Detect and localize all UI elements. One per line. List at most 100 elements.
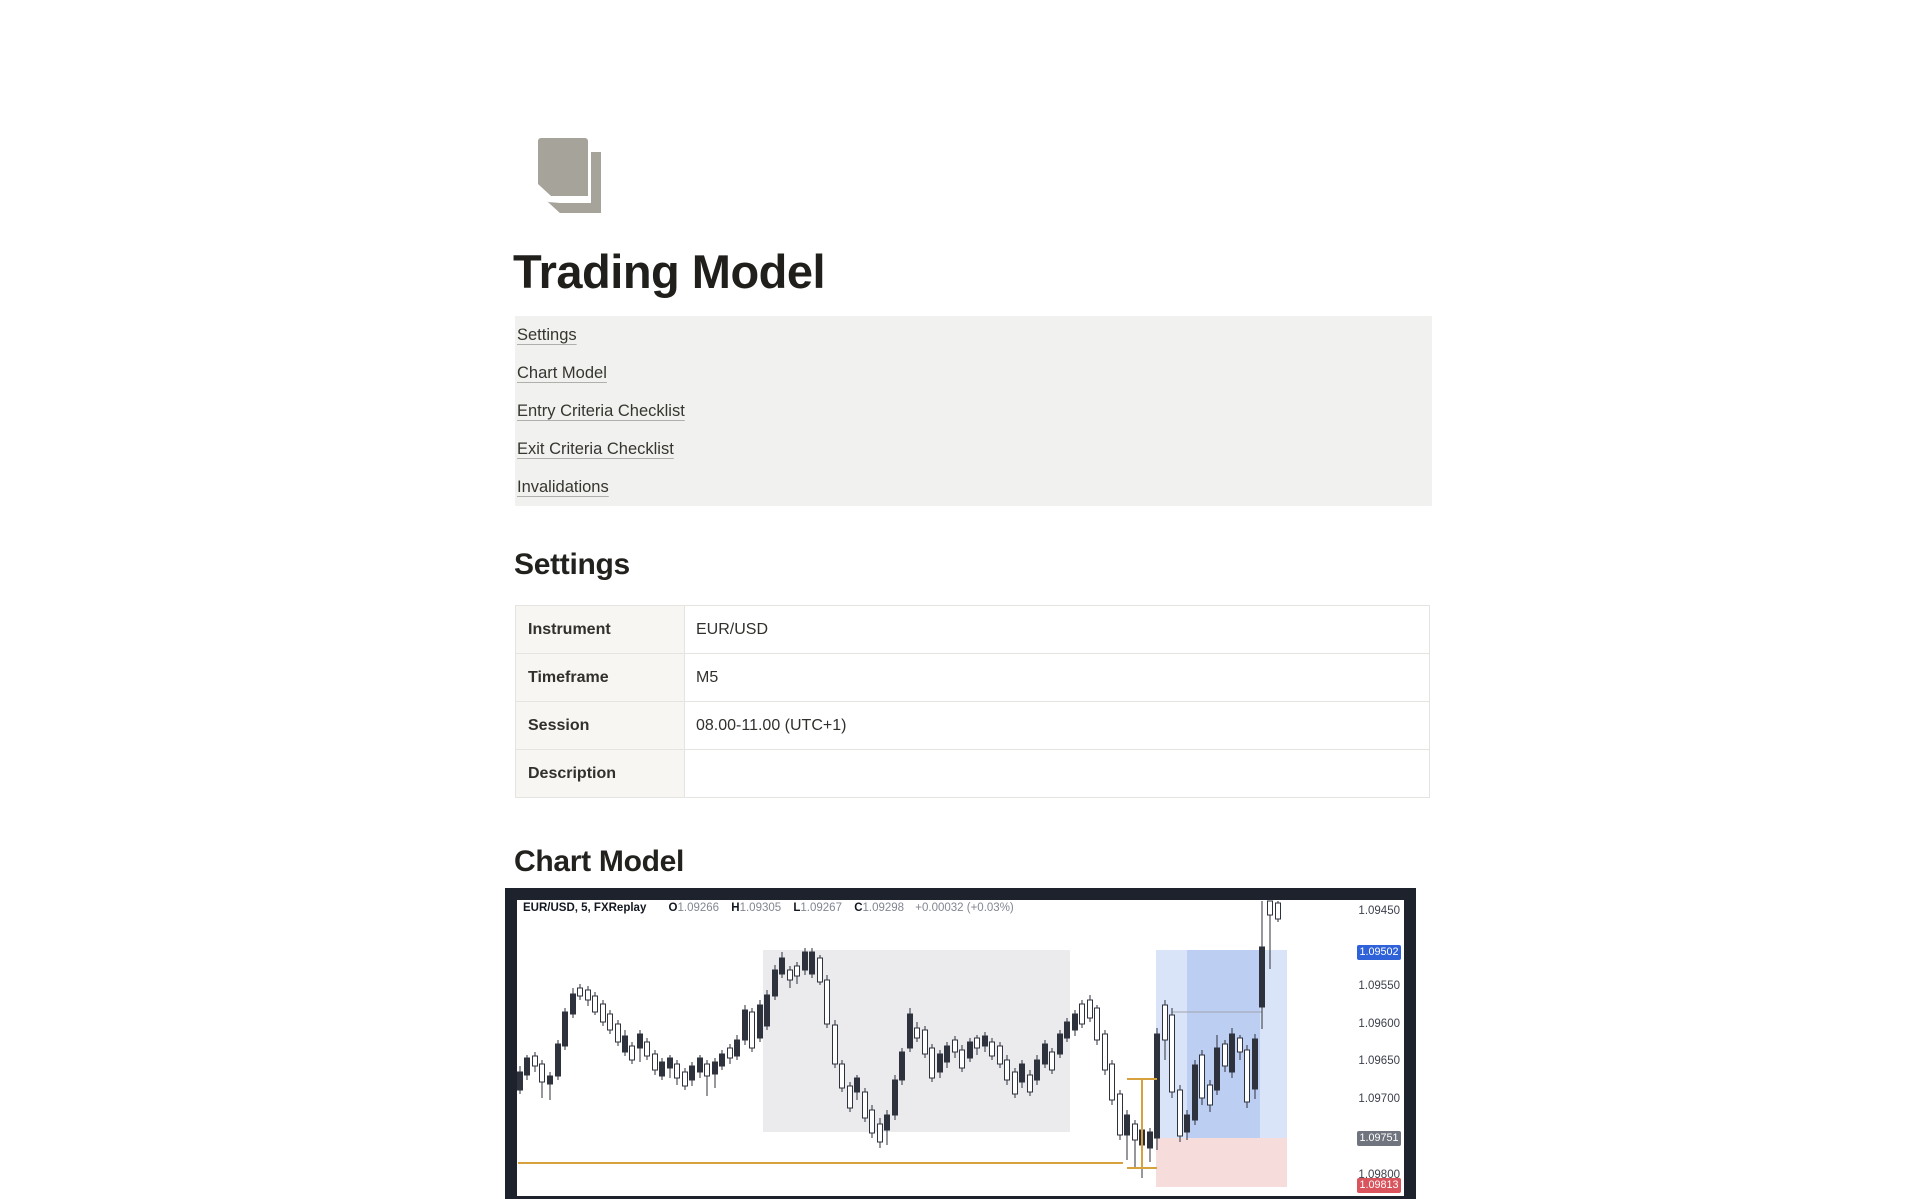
toc-item-exit-criteria[interactable]: Exit Criteria Checklist <box>517 439 674 458</box>
row-label-timeframe[interactable]: Timeframe <box>515 653 685 702</box>
close-label: C <box>854 902 863 914</box>
candle-down <box>1229 1033 1235 1073</box>
candlestick-chart <box>517 900 1287 1187</box>
table-row: Session 08.00-11.00 (UTC+1) <box>515 701 1430 750</box>
candle-down <box>1034 1059 1040 1081</box>
candle-down <box>712 1061 718 1075</box>
row-value-description[interactable] <box>684 749 1430 798</box>
low-label: L <box>793 902 801 914</box>
candle-up <box>1109 1063 1115 1101</box>
candle-up <box>869 1109 875 1134</box>
candle-up <box>1027 1074 1033 1093</box>
change-value: +0.00032 (+0.03%) <box>915 902 1014 914</box>
candle-up <box>832 1024 838 1065</box>
table-of-contents: Settings Chart Model Entry Criteria Chec… <box>515 316 1432 506</box>
candle-up <box>1079 1003 1085 1025</box>
price-badge: 1.09813 <box>1357 1177 1401 1193</box>
candle-up <box>577 987 583 997</box>
candle-up <box>600 1003 606 1023</box>
candle-up <box>1237 1037 1243 1053</box>
row-label-description[interactable]: Description <box>515 749 685 798</box>
row-label-session[interactable]: Session <box>515 701 685 750</box>
low-value: 1.09267 <box>800 902 842 914</box>
candle-down <box>667 1057 673 1069</box>
candle-up <box>615 1023 621 1043</box>
candle-down <box>637 1033 643 1049</box>
candle-down <box>1184 1114 1190 1133</box>
candle-up <box>922 1029 928 1055</box>
candle-up <box>974 1037 980 1049</box>
candle-down <box>967 1041 973 1059</box>
candle-down <box>757 1004 763 1039</box>
candle-down <box>517 1071 523 1091</box>
candle-down <box>899 1051 905 1081</box>
candle-up <box>839 1063 845 1089</box>
close-value: 1.09298 <box>862 902 905 914</box>
candle-down <box>1214 1047 1220 1091</box>
toc-item-invalidations[interactable]: Invalidations <box>517 477 609 496</box>
candle-up <box>989 1041 995 1057</box>
candle-up <box>607 1013 613 1031</box>
candle-up <box>997 1045 1003 1065</box>
settings-table: Instrument EUR/USD Timeframe M5 Session … <box>515 605 1430 798</box>
candle-down <box>547 1075 553 1085</box>
candle-down <box>982 1035 988 1047</box>
candle-down <box>659 1061 665 1077</box>
candle-down <box>562 1011 568 1047</box>
row-label-instrument[interactable]: Instrument <box>515 605 685 654</box>
candle-down <box>907 1013 913 1049</box>
candle-down <box>937 1053 943 1073</box>
candle-up <box>817 957 823 983</box>
candle-down <box>779 957 785 975</box>
table-row: Timeframe M5 <box>515 653 1430 702</box>
table-row: Instrument EUR/USD <box>515 605 1430 654</box>
candle-up <box>1132 1123 1138 1141</box>
candle-down <box>1154 1033 1160 1139</box>
candle-up <box>532 1055 538 1067</box>
row-value-instrument[interactable]: EUR/USD <box>684 605 1430 654</box>
candle-down <box>809 951 815 975</box>
candle-down <box>524 1057 530 1076</box>
candle-up <box>1244 1049 1250 1103</box>
price-badge: 1.09751 <box>1357 1130 1401 1146</box>
row-value-timeframe[interactable]: M5 <box>684 653 1430 702</box>
price-tick-label: 1.09600 <box>1358 1018 1400 1030</box>
candle-down <box>892 1079 898 1116</box>
chart-ohlc-header: EUR/USD, 5, FXReplay O1.09266 H1.09305 L… <box>523 902 1014 914</box>
candle-up <box>959 1049 965 1069</box>
candle-up <box>787 969 793 981</box>
open-value: 1.09266 <box>677 902 720 914</box>
candle-down <box>1147 1131 1153 1149</box>
candle-up <box>929 1047 935 1079</box>
toc-item-settings[interactable]: Settings <box>517 325 577 344</box>
journal-icon[interactable] <box>534 137 602 213</box>
toc-item-chart-model[interactable]: Chart Model <box>517 363 607 382</box>
candle-down <box>1072 1013 1078 1031</box>
candle-up <box>1012 1071 1018 1095</box>
price-tick-label: 1.09700 <box>1358 1093 1400 1105</box>
candle-up <box>629 1045 635 1061</box>
toc-item-entry-criteria[interactable]: Entry Criteria Checklist <box>517 401 685 420</box>
table-row: Description <box>515 749 1430 798</box>
candle-down <box>697 1057 703 1073</box>
open-label: O <box>668 902 678 914</box>
candle-up <box>1222 1043 1228 1067</box>
candle-up <box>877 1123 883 1143</box>
candle-down <box>802 951 808 971</box>
candle-up <box>682 1071 688 1087</box>
candle-up <box>794 965 800 977</box>
price-tick-label: 1.09450 <box>1358 905 1400 917</box>
candle-down <box>734 1039 740 1057</box>
candle-up <box>749 1011 755 1049</box>
high-value: 1.09305 <box>739 902 782 914</box>
candle-down <box>689 1065 695 1081</box>
candle-down <box>944 1045 950 1063</box>
candle-down <box>555 1043 561 1077</box>
risk-box-pink <box>1156 1138 1287 1187</box>
row-value-session[interactable]: 08.00-11.00 (UTC+1) <box>684 701 1430 750</box>
candle-up <box>952 1039 958 1053</box>
candle-down <box>1019 1063 1025 1083</box>
price-tick-label: 1.09550 <box>1358 980 1400 992</box>
candle-up <box>847 1085 853 1109</box>
